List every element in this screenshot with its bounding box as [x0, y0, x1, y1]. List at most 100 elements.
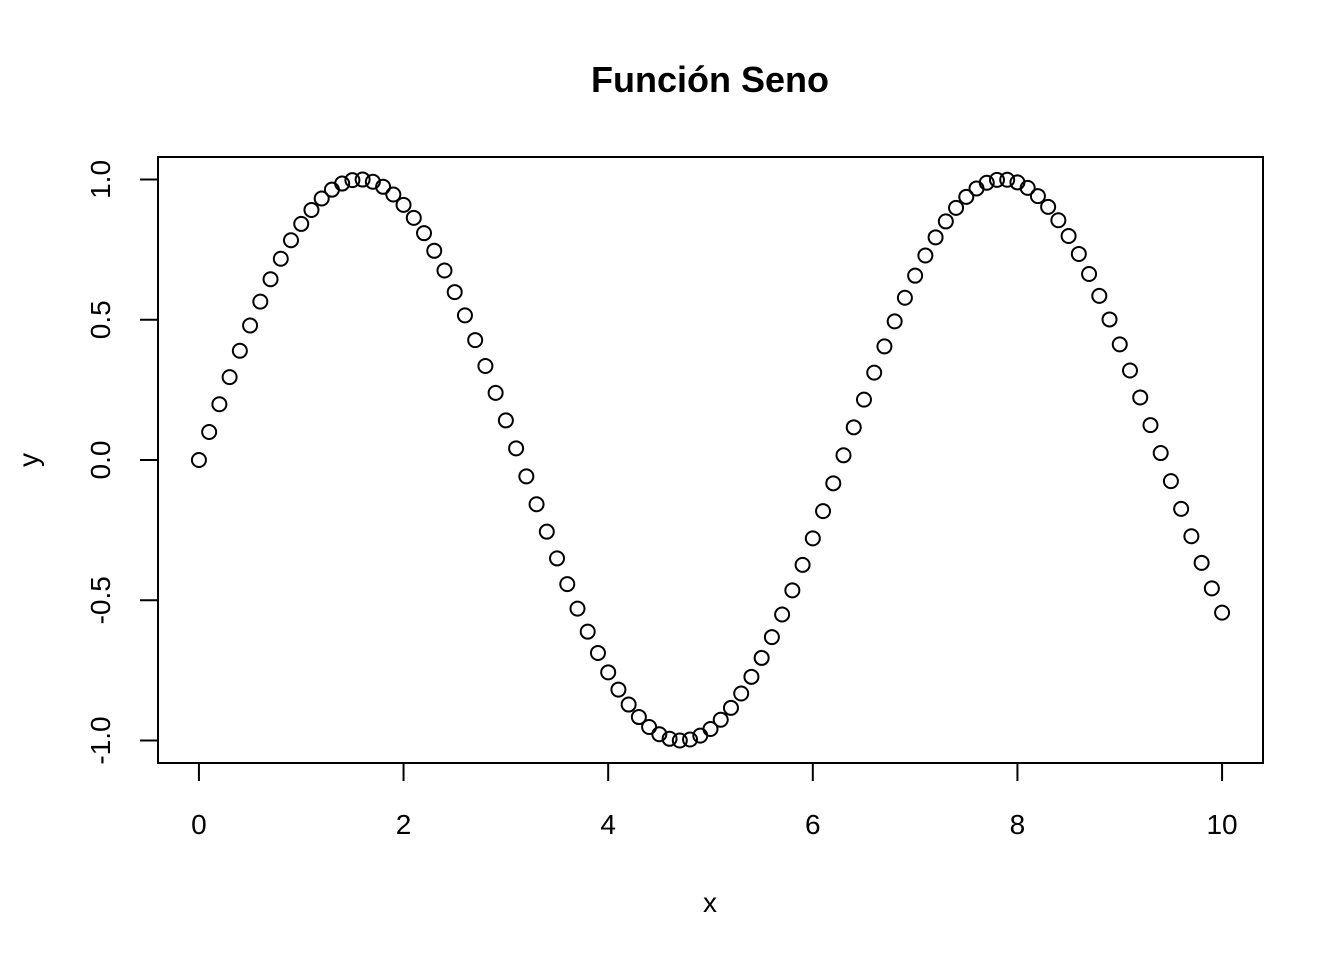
data-point	[190, 452, 207, 468]
data-point	[508, 440, 525, 457]
x-axis: 0 2 4 6 8 10	[191, 762, 1238, 840]
data-point	[1173, 500, 1190, 517]
data-point	[712, 711, 729, 728]
data-point	[958, 188, 975, 205]
data-point	[283, 232, 300, 249]
data-point	[702, 721, 719, 738]
data-point	[467, 332, 484, 349]
data-point	[1019, 179, 1036, 196]
data-point	[405, 209, 422, 226]
data-point	[518, 468, 535, 485]
data-point	[426, 242, 443, 259]
data-point	[1214, 604, 1231, 621]
data-point	[549, 550, 566, 567]
data-point	[1091, 287, 1108, 304]
data-point	[641, 718, 658, 735]
data-point	[682, 731, 699, 748]
x-tick-label: 2	[396, 809, 412, 840]
data-point	[569, 600, 586, 617]
data-point	[907, 267, 924, 284]
data-point	[1040, 198, 1057, 215]
data-point	[1121, 362, 1138, 379]
data-point	[661, 730, 678, 747]
data-point	[1060, 227, 1077, 244]
data-point	[262, 271, 279, 288]
y-tick-label: -1.0	[85, 716, 116, 764]
data-point	[978, 174, 995, 191]
data-point	[999, 171, 1016, 188]
data-point	[896, 289, 913, 306]
data-point	[855, 391, 872, 408]
data-point	[722, 699, 739, 716]
data-point	[1101, 311, 1118, 328]
data-point	[876, 338, 893, 355]
data-point	[610, 681, 627, 698]
data-point	[252, 293, 269, 310]
x-tick-label: 10	[1206, 809, 1237, 840]
data-point	[364, 173, 381, 190]
data-point	[600, 664, 617, 681]
data-point	[1132, 389, 1149, 406]
y-tick-label: 0.0	[85, 441, 116, 480]
data-point	[937, 213, 954, 230]
data-point	[436, 262, 453, 279]
data-point	[620, 696, 637, 713]
data-point	[487, 384, 504, 401]
data-point	[375, 178, 392, 195]
data-point	[1162, 473, 1179, 490]
data-point	[497, 412, 514, 429]
data-point	[794, 556, 811, 573]
data-point	[630, 709, 647, 726]
data-point	[917, 247, 934, 264]
x-tick-label: 6	[805, 809, 821, 840]
data-point	[1050, 212, 1067, 229]
data-point	[948, 199, 965, 216]
data-point	[988, 171, 1005, 188]
data-points	[190, 171, 1231, 749]
data-point	[804, 530, 821, 547]
data-point	[559, 576, 576, 593]
x-axis-label: x	[703, 887, 717, 918]
data-point	[1070, 245, 1087, 262]
data-point	[344, 172, 361, 189]
data-point	[395, 196, 412, 213]
data-point	[293, 215, 310, 232]
data-point	[743, 668, 760, 685]
data-point	[1142, 417, 1159, 434]
data-point	[456, 307, 473, 324]
x-tick-label: 8	[1010, 809, 1026, 840]
y-tick-label: 0.5	[85, 300, 116, 339]
data-point	[886, 313, 903, 330]
y-axis-label: y	[13, 453, 44, 467]
data-point	[1193, 554, 1210, 571]
y-tick-label: 1.0	[85, 160, 116, 199]
data-point	[733, 685, 750, 702]
data-point	[579, 623, 596, 640]
data-point	[416, 225, 433, 242]
data-point	[334, 175, 351, 192]
data-point	[1029, 188, 1046, 205]
chart-title: Función Seno	[591, 59, 829, 100]
data-point	[201, 424, 218, 441]
data-point	[323, 181, 340, 198]
data-point	[303, 201, 320, 218]
data-point	[589, 644, 606, 661]
x-tick-label: 0	[191, 809, 207, 840]
data-point	[446, 284, 463, 301]
data-point	[815, 503, 832, 520]
data-point	[477, 358, 494, 375]
data-point	[272, 250, 289, 267]
data-point	[845, 419, 862, 436]
y-axis: -1.0 -0.5 0.0 0.5 1.0	[85, 160, 159, 765]
data-point	[538, 523, 555, 540]
y-tick-label: -0.5	[85, 576, 116, 624]
plot-area-frame	[157, 156, 1264, 764]
data-point	[927, 229, 944, 246]
data-point	[231, 342, 248, 359]
data-point	[835, 447, 852, 464]
data-point	[1203, 580, 1220, 597]
data-point	[1081, 265, 1098, 282]
data-point	[221, 369, 238, 386]
data-point	[1152, 445, 1169, 462]
